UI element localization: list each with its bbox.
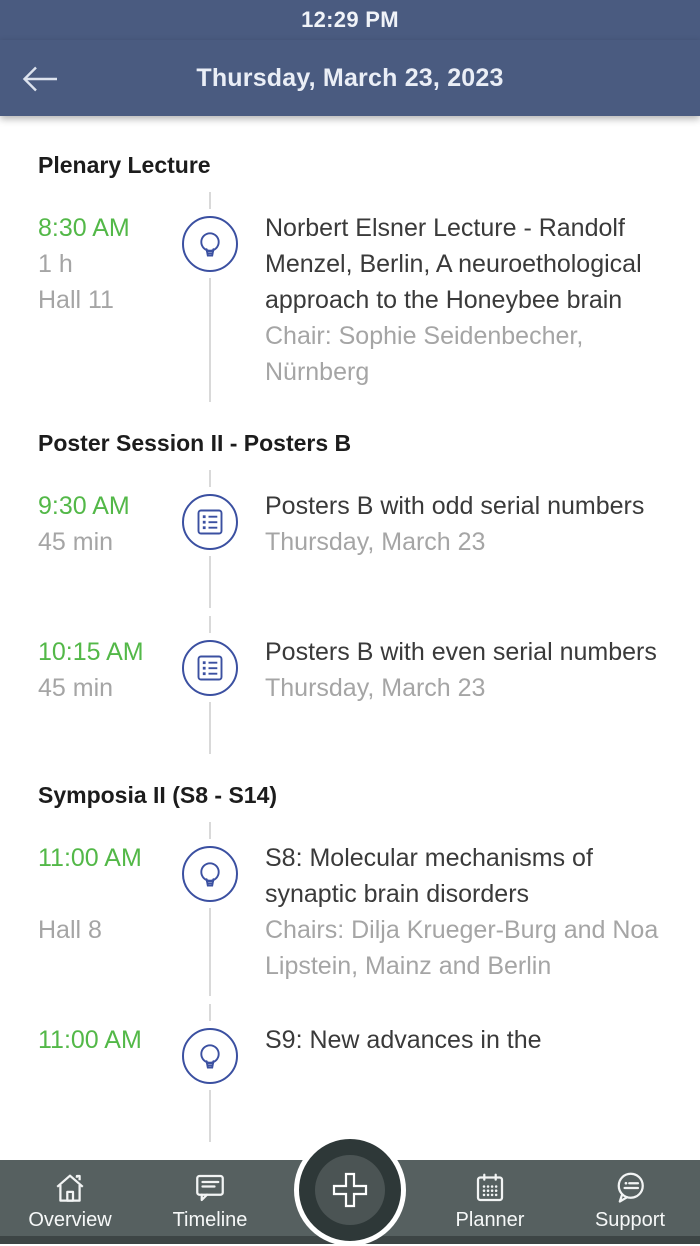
session-body: Posters B with odd serial numbers Thursd… xyxy=(265,488,682,596)
session-time: 11:00 AM xyxy=(38,1026,142,1054)
session-time: 9:30 AM xyxy=(38,492,130,520)
session-title: S9: New advances in the xyxy=(265,1026,542,1054)
session-meta: 10:15 AM 45 min xyxy=(38,634,182,742)
session-meta: 8:30 AM 1 h Hall 11 xyxy=(38,210,182,390)
tab-planner[interactable]: Planner xyxy=(420,1160,560,1244)
session-item[interactable]: 11:00 AM Hall 8 S8: Molecular mechanisms… xyxy=(0,822,700,996)
session-title: Posters B with even serial numbers xyxy=(265,638,657,666)
session-body: Norbert Elsner Lecture - Randolf Menzel,… xyxy=(265,210,682,390)
timeline-segment-top xyxy=(209,470,211,487)
status-bar: 12:29 PM xyxy=(0,0,700,40)
section-heading: Poster Session II - Posters B xyxy=(38,430,352,456)
timeline-column xyxy=(182,192,238,402)
tab-timeline[interactable]: Timeline xyxy=(140,1160,280,1244)
session-body: S8: Molecular mechanisms of synaptic bra… xyxy=(265,840,682,984)
tab-overview[interactable]: Overview xyxy=(0,1160,140,1244)
lightbulb-icon xyxy=(182,1028,238,1084)
timeline-segment-top xyxy=(209,616,211,633)
section-items: 8:30 AM 1 h Hall 11 Norbert Elsner Lectu… xyxy=(0,192,700,402)
timeline-segment-top xyxy=(209,1004,211,1021)
timeline-column xyxy=(182,470,238,608)
session-title: Posters B with odd serial numbers xyxy=(265,492,645,520)
timeline-segment-bottom xyxy=(209,556,211,608)
session-duration: 45 min xyxy=(38,674,114,702)
timeline-segment-bottom xyxy=(209,1090,211,1142)
tab-label: Timeline xyxy=(172,1209,248,1231)
status-time: 12:29 PM xyxy=(301,7,399,32)
session-meta: 11:00 AM xyxy=(38,1022,182,1130)
session-time: 10:15 AM xyxy=(38,638,144,666)
session-body: S9: New advances in the xyxy=(265,1022,682,1130)
section-heading: Plenary Lecture xyxy=(38,152,211,178)
list-icon xyxy=(182,640,238,696)
list-icon xyxy=(182,494,238,550)
timeline-column xyxy=(182,1004,238,1142)
tab-support[interactable]: Support xyxy=(560,1160,700,1244)
session-item[interactable]: 9:30 AM 45 min Posters B with odd serial… xyxy=(0,470,700,608)
session-hall: Hall 8 xyxy=(38,916,102,944)
schedule-section: Poster Session II - Posters B 9:30 AM 45… xyxy=(0,428,700,754)
section-heading: Symposia II (S8 - S14) xyxy=(38,782,278,808)
session-meta: 9:30 AM 45 min xyxy=(38,488,182,596)
session-hall xyxy=(38,706,182,742)
session-meta: 11:00 AM Hall 8 xyxy=(38,840,182,984)
timeline-segment-top xyxy=(209,822,211,839)
page-title: Thursday, March 23, 2023 xyxy=(196,63,504,92)
session-hall: Hall 11 xyxy=(38,286,114,314)
lightbulb-icon xyxy=(182,846,238,902)
session-time: 11:00 AM xyxy=(38,844,142,872)
section-items: 9:30 AM 45 min Posters B with odd serial… xyxy=(0,470,700,754)
session-body: Posters B with even serial numbers Thurs… xyxy=(265,634,682,742)
session-item[interactable]: 10:15 AM 45 min Posters B with even seri… xyxy=(0,616,700,754)
back-button[interactable] xyxy=(16,60,64,98)
timeline-segment-bottom xyxy=(209,702,211,754)
section-items: 11:00 AM Hall 8 S8: Molecular mechanisms… xyxy=(0,822,700,1142)
plus-icon xyxy=(332,1172,368,1208)
timeline-column xyxy=(182,616,238,754)
schedule-content[interactable]: Plenary Lecture 8:30 AM 1 h Hall 11 Norb… xyxy=(0,116,700,1160)
tab-label: Support xyxy=(594,1209,666,1231)
add-button-inner xyxy=(315,1155,385,1225)
session-item[interactable]: 11:00 AM S9: New advances in the xyxy=(0,1004,700,1142)
timeline-segment-bottom xyxy=(209,278,211,402)
session-title: Norbert Elsner Lecture - Randolf Menzel,… xyxy=(265,214,642,314)
tab-label: Planner xyxy=(455,1209,525,1231)
arrow-left-icon xyxy=(22,66,57,92)
chat-lines-icon xyxy=(192,1169,228,1207)
session-time: 8:30 AM xyxy=(38,214,130,242)
session-subtitle: Thursday, March 23 xyxy=(265,528,486,556)
session-hall xyxy=(38,560,182,596)
timeline-segment-top xyxy=(209,192,211,209)
fab-slot xyxy=(280,1134,420,1246)
schedule-section: Symposia II (S8 - S14) 11:00 AM Hall 8 S… xyxy=(0,780,700,1142)
session-duration: 1 h xyxy=(38,250,73,278)
home-icon xyxy=(52,1169,88,1207)
session-hall xyxy=(38,1094,182,1130)
app-header: Thursday, March 23, 2023 xyxy=(0,40,700,116)
session-subtitle: Chair: Sophie Seidenbecher, Nürnberg xyxy=(265,322,584,386)
session-duration xyxy=(38,876,182,912)
calendar-icon xyxy=(472,1169,508,1207)
session-subtitle: Thursday, March 23 xyxy=(265,674,486,702)
session-duration xyxy=(38,1058,182,1094)
session-duration: 45 min xyxy=(38,528,114,556)
lightbulb-icon xyxy=(182,216,238,272)
add-button[interactable] xyxy=(294,1134,406,1246)
session-item[interactable]: 8:30 AM 1 h Hall 11 Norbert Elsner Lectu… xyxy=(0,192,700,402)
session-subtitle: Chairs: Dilja Krueger-Burg and Noa Lipst… xyxy=(265,916,659,980)
schedule-section: Plenary Lecture 8:30 AM 1 h Hall 11 Norb… xyxy=(0,150,700,402)
timeline-segment-bottom xyxy=(209,908,211,996)
tab-bar: Overview Timeline xyxy=(0,1134,700,1246)
tab-label: Overview xyxy=(28,1209,112,1231)
chat-round-icon xyxy=(612,1169,648,1207)
session-title: S8: Molecular mechanisms of synaptic bra… xyxy=(265,844,593,908)
timeline-column xyxy=(182,822,238,996)
